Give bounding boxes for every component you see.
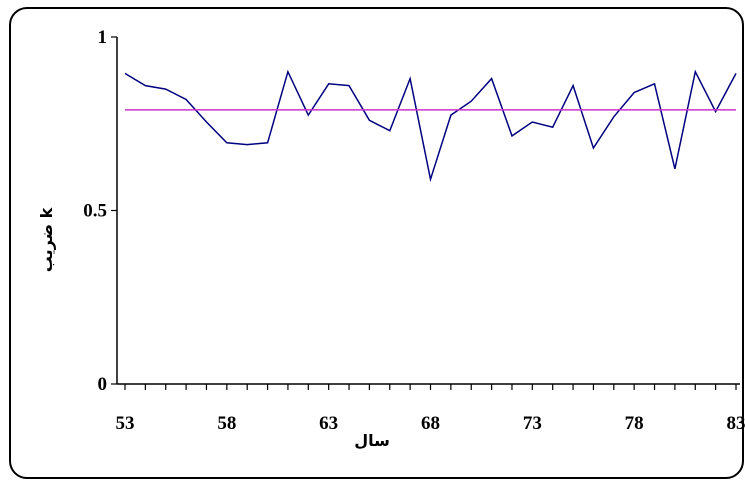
k-coefficient-line	[124, 69, 737, 183]
x-tick-label: 58	[217, 413, 236, 434]
x-tick-label: 83	[727, 413, 745, 434]
chart-frame	[9, 7, 744, 479]
y-axis-label: ضریب k	[37, 207, 56, 272]
axes	[111, 36, 740, 390]
y-tick-label: 1	[98, 27, 108, 48]
x-tick-label: 63	[319, 413, 338, 434]
x-tick-label: 73	[523, 413, 542, 434]
x-tick-label: 68	[421, 413, 440, 434]
y-tick-label: 0.5	[83, 201, 107, 222]
series-layer	[124, 69, 737, 183]
x-tick-label: 53	[116, 413, 135, 434]
y-tick-label: 0	[98, 374, 108, 395]
x-axis-label: سال	[354, 431, 390, 450]
x-tick-label: 78	[625, 413, 644, 434]
tick-labels: 53 58 63 68 73 78 83 0 0.5 1	[83, 27, 745, 434]
